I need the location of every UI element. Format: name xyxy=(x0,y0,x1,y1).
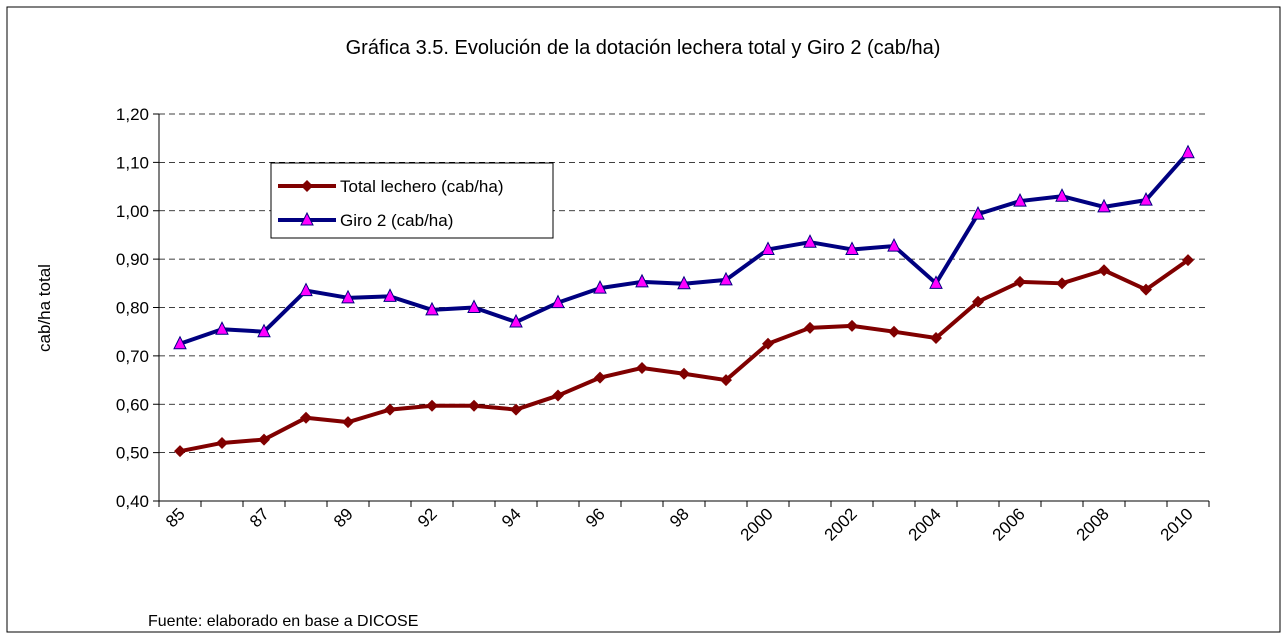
marker xyxy=(719,271,733,286)
legend-box xyxy=(270,162,554,239)
marker xyxy=(1014,275,1026,288)
marker xyxy=(1013,192,1027,207)
legend-marker xyxy=(300,211,314,226)
y-tick-label: 0,40 xyxy=(116,492,149,511)
y-tick-label: 1,20 xyxy=(116,105,149,124)
marker xyxy=(761,241,775,255)
marker xyxy=(930,331,942,344)
y-tick-label: 0,60 xyxy=(116,395,149,414)
marker xyxy=(845,241,859,255)
legend-marker xyxy=(301,180,313,192)
marker xyxy=(216,436,228,449)
marker xyxy=(720,374,732,387)
marker xyxy=(426,399,438,412)
chart-title: Gráfica 3.5. Evolución de la dotación le… xyxy=(346,37,941,59)
marker xyxy=(1056,277,1068,290)
marker xyxy=(258,433,270,446)
marker xyxy=(635,273,649,288)
marker xyxy=(677,275,691,290)
marker xyxy=(509,313,523,328)
marker xyxy=(762,337,774,350)
marker xyxy=(1098,264,1110,277)
y-axis-label: cab/ha total xyxy=(35,264,54,352)
legend-label: Giro 2 (cab/ha) xyxy=(340,211,453,230)
marker xyxy=(299,282,313,297)
marker xyxy=(678,367,690,380)
marker xyxy=(636,361,648,374)
marker xyxy=(510,403,522,416)
marker xyxy=(971,206,985,220)
marker xyxy=(594,371,606,384)
marker xyxy=(552,389,564,402)
marker xyxy=(173,335,187,350)
marker xyxy=(1097,198,1111,213)
marker xyxy=(425,301,439,316)
y-tick-label: 1,00 xyxy=(116,202,149,221)
marker xyxy=(300,411,312,424)
marker xyxy=(468,399,480,412)
marker xyxy=(804,321,816,334)
legend-label: Total lechero (cab/ha) xyxy=(340,177,503,196)
y-tick-label: 0,50 xyxy=(116,444,149,463)
y-tick-label: 1,10 xyxy=(116,153,149,172)
y-tick-label: 0,90 xyxy=(116,250,149,269)
marker xyxy=(257,323,271,338)
marker xyxy=(1140,283,1152,296)
y-tick-label: 0,80 xyxy=(116,299,149,318)
marker xyxy=(887,237,901,252)
marker xyxy=(1139,191,1153,206)
marker xyxy=(803,234,817,248)
chart-border xyxy=(6,6,1281,633)
marker xyxy=(467,299,481,313)
marker xyxy=(342,416,354,429)
marker xyxy=(972,295,984,308)
marker xyxy=(593,280,607,294)
marker xyxy=(929,275,943,289)
marker xyxy=(383,288,397,302)
marker xyxy=(1182,254,1194,267)
marker xyxy=(341,289,355,304)
marker xyxy=(215,321,229,335)
y-tick-label: 0,70 xyxy=(116,347,149,366)
marker xyxy=(1055,188,1069,202)
marker xyxy=(1181,144,1195,159)
marker xyxy=(174,445,186,458)
source-note: Fuente: elaborado en base a DICOSE xyxy=(148,613,418,630)
marker xyxy=(888,325,900,338)
marker xyxy=(384,403,396,416)
marker xyxy=(846,319,858,332)
marker xyxy=(551,294,565,309)
